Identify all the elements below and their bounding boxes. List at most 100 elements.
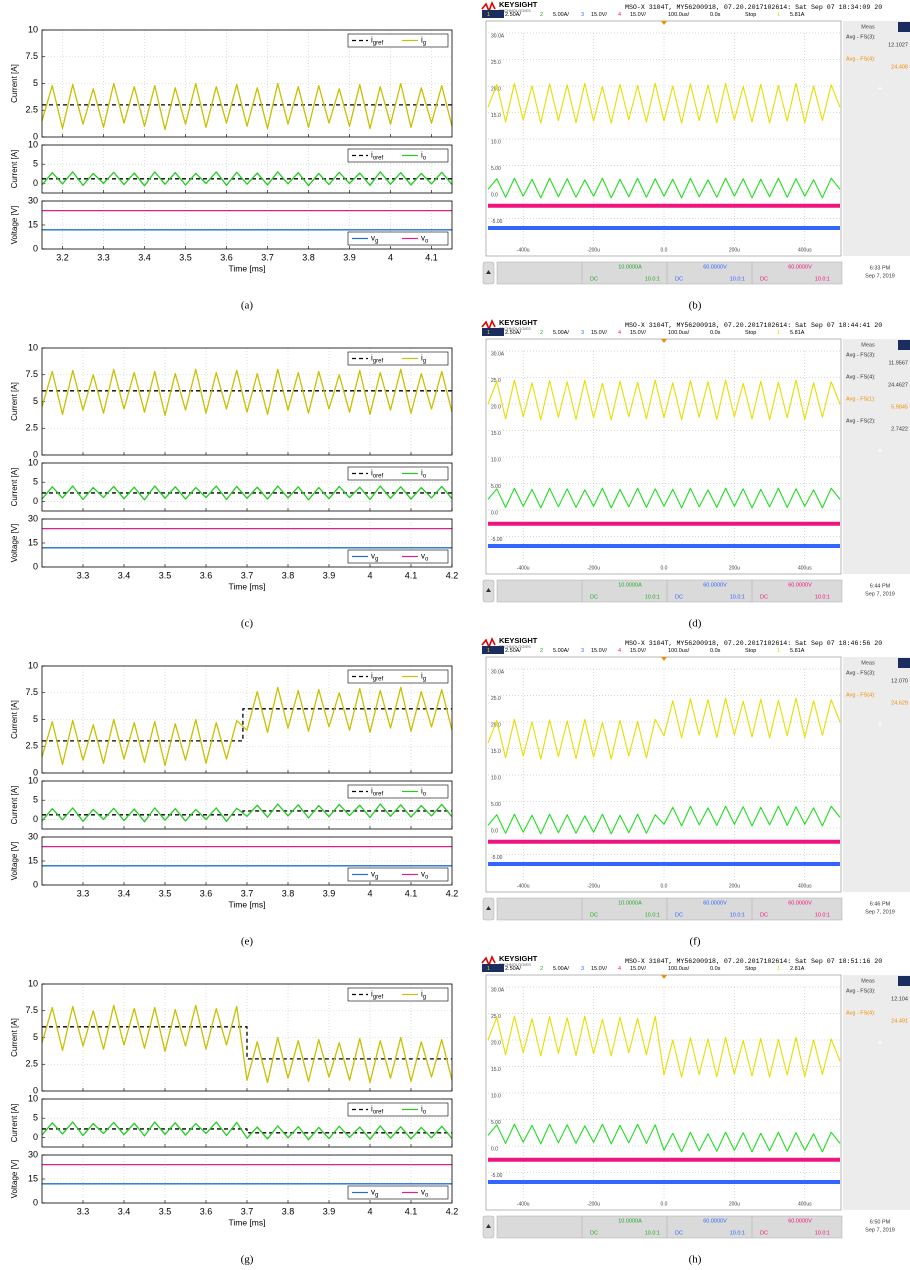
- channel-setting: 10.0:1: [645, 1230, 660, 1236]
- caption: (h): [689, 1254, 702, 1266]
- setting: 15.0V/: [591, 12, 607, 18]
- legend-subscript: gref: [373, 358, 384, 364]
- setting: 5.81A: [790, 648, 805, 654]
- channel-box: [482, 964, 504, 972]
- setting: 15.0V/: [630, 12, 646, 18]
- meas-value: 24.408: [891, 64, 908, 70]
- channel-setting: 60.0000V: [703, 1218, 727, 1224]
- meas-tab: [898, 22, 910, 32]
- channel-setting: DC: [590, 276, 598, 282]
- channel-setting: DC: [760, 912, 768, 918]
- setting: 2: [540, 12, 543, 18]
- x-tick-label: 4: [367, 1206, 372, 1216]
- channel-setting: 10.0:1: [815, 1230, 830, 1236]
- legend: iorefio: [348, 1103, 448, 1116]
- legend-subscript: g: [375, 874, 378, 880]
- y-tick-label: 5: [33, 795, 38, 805]
- setting: 4: [618, 648, 621, 654]
- caption: (b): [689, 300, 702, 312]
- channel-setting: 60.0000V: [788, 1218, 812, 1224]
- screen: [486, 657, 841, 892]
- setting: 2.81A: [790, 966, 805, 972]
- x-tick-label: 4: [367, 888, 372, 898]
- channel-setting: 60.0000V: [703, 900, 727, 906]
- legend-subscript: g: [375, 1192, 378, 1198]
- legend-subscript: g: [423, 358, 426, 364]
- x-tick-label: 3.5: [159, 1206, 172, 1216]
- y-tick-label: 0: [33, 496, 38, 506]
- y-tick-label: 7.5: [25, 687, 38, 697]
- setting: 1: [777, 12, 780, 18]
- setting: 3: [581, 966, 584, 972]
- setting: 5.00A/: [553, 330, 569, 336]
- scope-header: MSO-X 3104T, MY56200918, 07.20.201710261…: [625, 4, 882, 11]
- x-tick-label: 4.1: [405, 570, 418, 580]
- channel-box: [482, 10, 504, 18]
- y-tick-label: 0.0: [491, 1146, 498, 1152]
- x-tick-label: 3.7: [241, 888, 254, 898]
- meas-value: 24.629: [891, 700, 908, 706]
- y-tick-label: 2.5: [25, 423, 38, 433]
- y-tick-label: 5: [33, 78, 38, 88]
- x-tick-label: -400u: [517, 883, 530, 889]
- setting: 15.0V/: [630, 648, 646, 654]
- legend-subscript: oref: [373, 791, 384, 797]
- y-tick-label: 10.0: [491, 775, 501, 781]
- y-tick-label: 0.0: [491, 828, 498, 834]
- y-axis-label: Current [A]: [10, 1104, 19, 1143]
- setting: 2.50A/: [505, 966, 521, 972]
- x-tick-label: 3.3: [77, 570, 90, 580]
- meas-label: Avg - FS(2):: [846, 418, 876, 424]
- channel-setting: 10.0000A: [618, 1218, 642, 1224]
- channel-setting: 10.0:1: [730, 912, 745, 918]
- panel: KEYSIGHTTECHNOLOGIESMSO-X 3104T, MY56200…: [482, 318, 910, 630]
- x-tick-label: 400us: [798, 565, 812, 571]
- x-tick-label: 3.6: [220, 252, 233, 262]
- channel-setting: DC: [590, 912, 598, 918]
- setting: 2: [540, 330, 543, 336]
- channel-setting: 60.0000V: [788, 900, 812, 906]
- setting: 0.0s: [710, 648, 721, 654]
- setting: 2: [540, 966, 543, 972]
- y-tick-label: 30: [28, 195, 38, 205]
- x-tick-label: 0.0: [661, 565, 668, 571]
- legend: iorefio: [348, 467, 448, 480]
- x-tick-label: 3.9: [323, 888, 336, 898]
- meas-label: Avg - FS(4):: [846, 692, 876, 698]
- clock-date: Sep 7, 2019: [865, 909, 895, 915]
- setting: 4: [618, 330, 621, 336]
- y-tick-label: 20.0: [491, 1040, 501, 1046]
- setting: Stop: [745, 966, 756, 972]
- meas-value: 5.9845: [891, 404, 908, 410]
- y-tick-label: 2.5: [25, 741, 38, 751]
- panel: 02.557.510Current [A]igrefig0510Current …: [10, 24, 452, 311]
- channel-setting: 10.0:1: [730, 1230, 745, 1236]
- x-tick-label: 3.7: [261, 252, 274, 262]
- setting: 1: [487, 648, 490, 654]
- y-tick-label: 30.0A: [491, 351, 505, 357]
- y-tick-label: 15: [28, 219, 38, 229]
- setting: Stop: [745, 330, 756, 336]
- legend-subscript: oref: [373, 155, 384, 161]
- y-axis-label: Current [A]: [10, 150, 19, 189]
- x-axis-label: Time [ms]: [229, 1217, 266, 1227]
- y-tick-label: 10: [28, 24, 38, 34]
- setting: 2.50A/: [505, 12, 521, 18]
- x-tick-label: 3.9: [323, 570, 336, 580]
- x-tick-label: 3.4: [118, 888, 131, 898]
- setting: 3: [581, 330, 584, 336]
- y-tick-label: 7.5: [25, 1005, 38, 1015]
- legend-subscript: g: [423, 40, 426, 46]
- legend: igrefig: [348, 988, 448, 1001]
- x-tick-label: -400u: [517, 1201, 530, 1207]
- x-tick-label: 0.0: [661, 1201, 668, 1207]
- meas-add: +: [877, 719, 882, 729]
- clock-date: Sep 7, 2019: [865, 591, 895, 597]
- setting: 2.50A/: [505, 648, 521, 654]
- legend: iorefio: [348, 785, 448, 798]
- meas-label: Avg - FS(3):: [846, 670, 876, 676]
- x-tick-label: 3.4: [118, 570, 131, 580]
- x-tick-label: -200u: [587, 247, 600, 253]
